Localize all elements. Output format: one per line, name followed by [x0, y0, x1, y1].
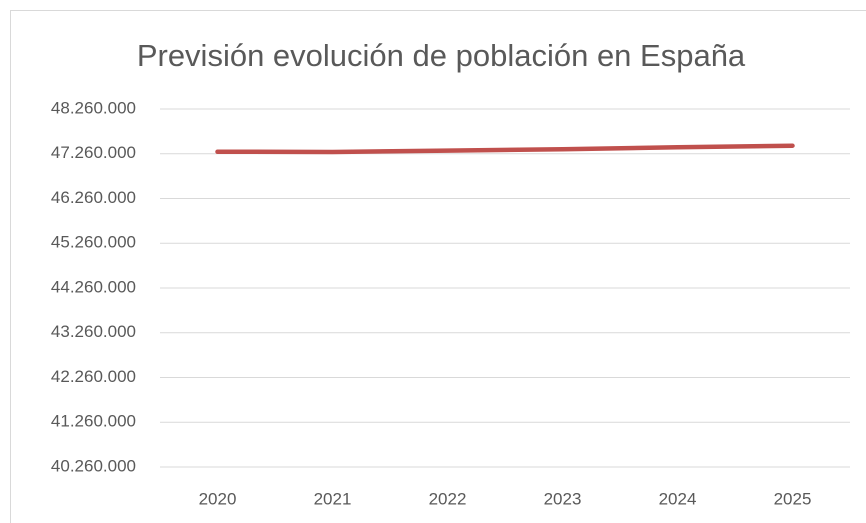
x-tick-label: 2023: [544, 489, 582, 508]
y-tick-label: 45.260.000: [51, 233, 136, 252]
y-tick-label: 48.260.000: [51, 98, 136, 117]
y-tick-label: 40.260.000: [51, 456, 136, 475]
data-line: [215, 143, 795, 155]
chart-title: Previsión evolución de población en Espa…: [137, 38, 746, 73]
y-tick-label: 44.260.000: [51, 277, 136, 296]
x-tick-label: 2021: [314, 489, 352, 508]
y-tick-label: 46.260.000: [51, 188, 136, 207]
chart-border: [10, 10, 866, 523]
x-tick-label: 2020: [199, 489, 237, 508]
x-tick-label: 2024: [659, 489, 697, 508]
x-tick-label: 2025: [774, 489, 812, 508]
x-tick-label: 2022: [429, 489, 467, 508]
y-tick-label: 43.260.000: [51, 322, 136, 341]
y-tick-label: 41.260.000: [51, 412, 136, 431]
y-tick-label: 42.260.000: [51, 367, 136, 386]
y-tick-label: 47.260.000: [51, 143, 136, 162]
